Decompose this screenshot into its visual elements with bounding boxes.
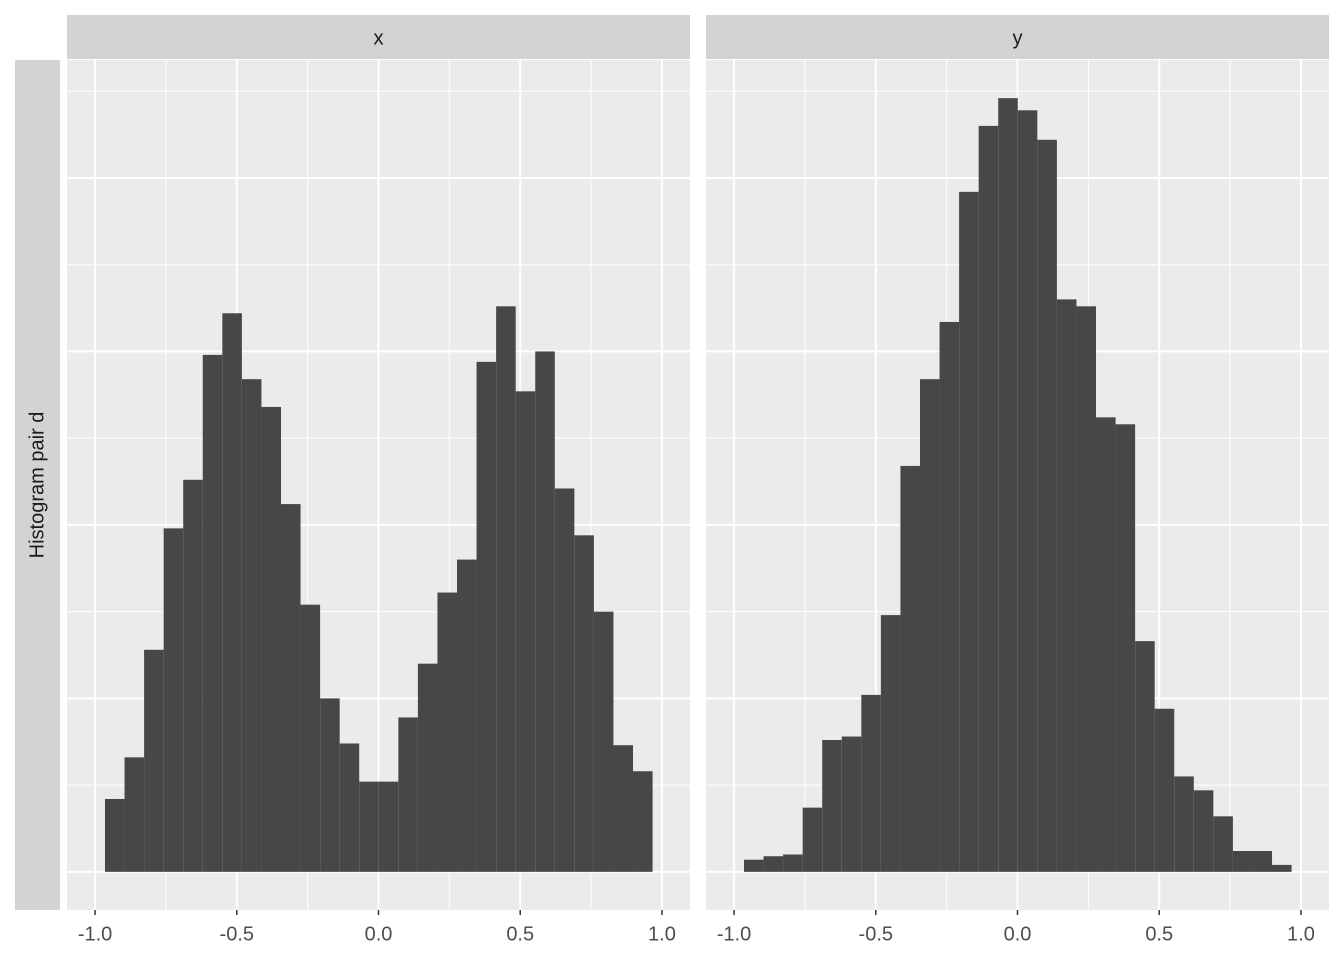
bar [339, 743, 360, 872]
y-strip [15, 60, 60, 910]
bar [763, 856, 784, 872]
bar [398, 717, 418, 872]
bar [1213, 816, 1233, 872]
bar [1115, 424, 1136, 872]
bar [939, 321, 960, 872]
y-axis-label: Histogram pair d [26, 412, 48, 559]
bar [1154, 708, 1175, 872]
facet-title: y [1013, 27, 1023, 49]
bar [1076, 306, 1097, 872]
bar [496, 306, 516, 872]
bar [417, 663, 438, 872]
facet-title: x [374, 27, 384, 49]
bar [163, 528, 184, 872]
bar [783, 854, 803, 872]
x-tick-label: 0.0 [365, 923, 393, 945]
bar [183, 479, 203, 872]
bar [822, 740, 842, 872]
bar [535, 351, 555, 872]
x-tick-label: -1.0 [717, 923, 751, 945]
bar [476, 361, 497, 872]
x-tick-label: 0.5 [1145, 923, 1173, 945]
x-tick-label: 1.0 [648, 923, 676, 945]
bar [320, 698, 340, 872]
bar [378, 781, 399, 872]
bar [743, 859, 764, 872]
bar [1193, 790, 1214, 872]
facet-strip [67, 15, 690, 59]
bar [1252, 851, 1273, 872]
bar [202, 354, 223, 872]
x-tick-label: 0.5 [506, 923, 534, 945]
bar [593, 611, 614, 872]
bar [359, 781, 379, 872]
x-tick-label: 1.0 [1287, 923, 1315, 945]
bar [554, 488, 575, 872]
bar [1017, 110, 1038, 872]
bar [1272, 864, 1292, 872]
bar [300, 604, 321, 872]
bar [104, 798, 125, 872]
bar [880, 615, 901, 872]
bar [261, 406, 281, 872]
bar [1232, 851, 1253, 872]
bar [861, 694, 881, 872]
bar [802, 807, 823, 872]
x-tick-label: -1.0 [78, 923, 112, 945]
bar [978, 125, 999, 872]
x-tick-label: -0.5 [859, 923, 893, 945]
bar [1037, 139, 1057, 872]
bar [1135, 641, 1155, 872]
bar [1096, 417, 1116, 872]
bar [515, 391, 536, 872]
bar [437, 592, 458, 872]
bar [241, 379, 262, 872]
bar [613, 745, 634, 872]
bar [1174, 776, 1194, 872]
bar [280, 504, 301, 872]
bar [574, 535, 594, 872]
x-tick-label: -0.5 [220, 923, 254, 945]
bar [144, 649, 164, 872]
bar [998, 98, 1018, 872]
bar [919, 379, 940, 872]
bar [222, 313, 242, 872]
bar [1056, 299, 1077, 872]
facet-strip [706, 15, 1329, 59]
bar [124, 757, 145, 872]
bar [959, 191, 979, 872]
bar [841, 736, 862, 872]
x-tick-label: 0.0 [1004, 923, 1032, 945]
bar [900, 465, 920, 872]
bar [457, 559, 477, 872]
bar [633, 771, 653, 872]
